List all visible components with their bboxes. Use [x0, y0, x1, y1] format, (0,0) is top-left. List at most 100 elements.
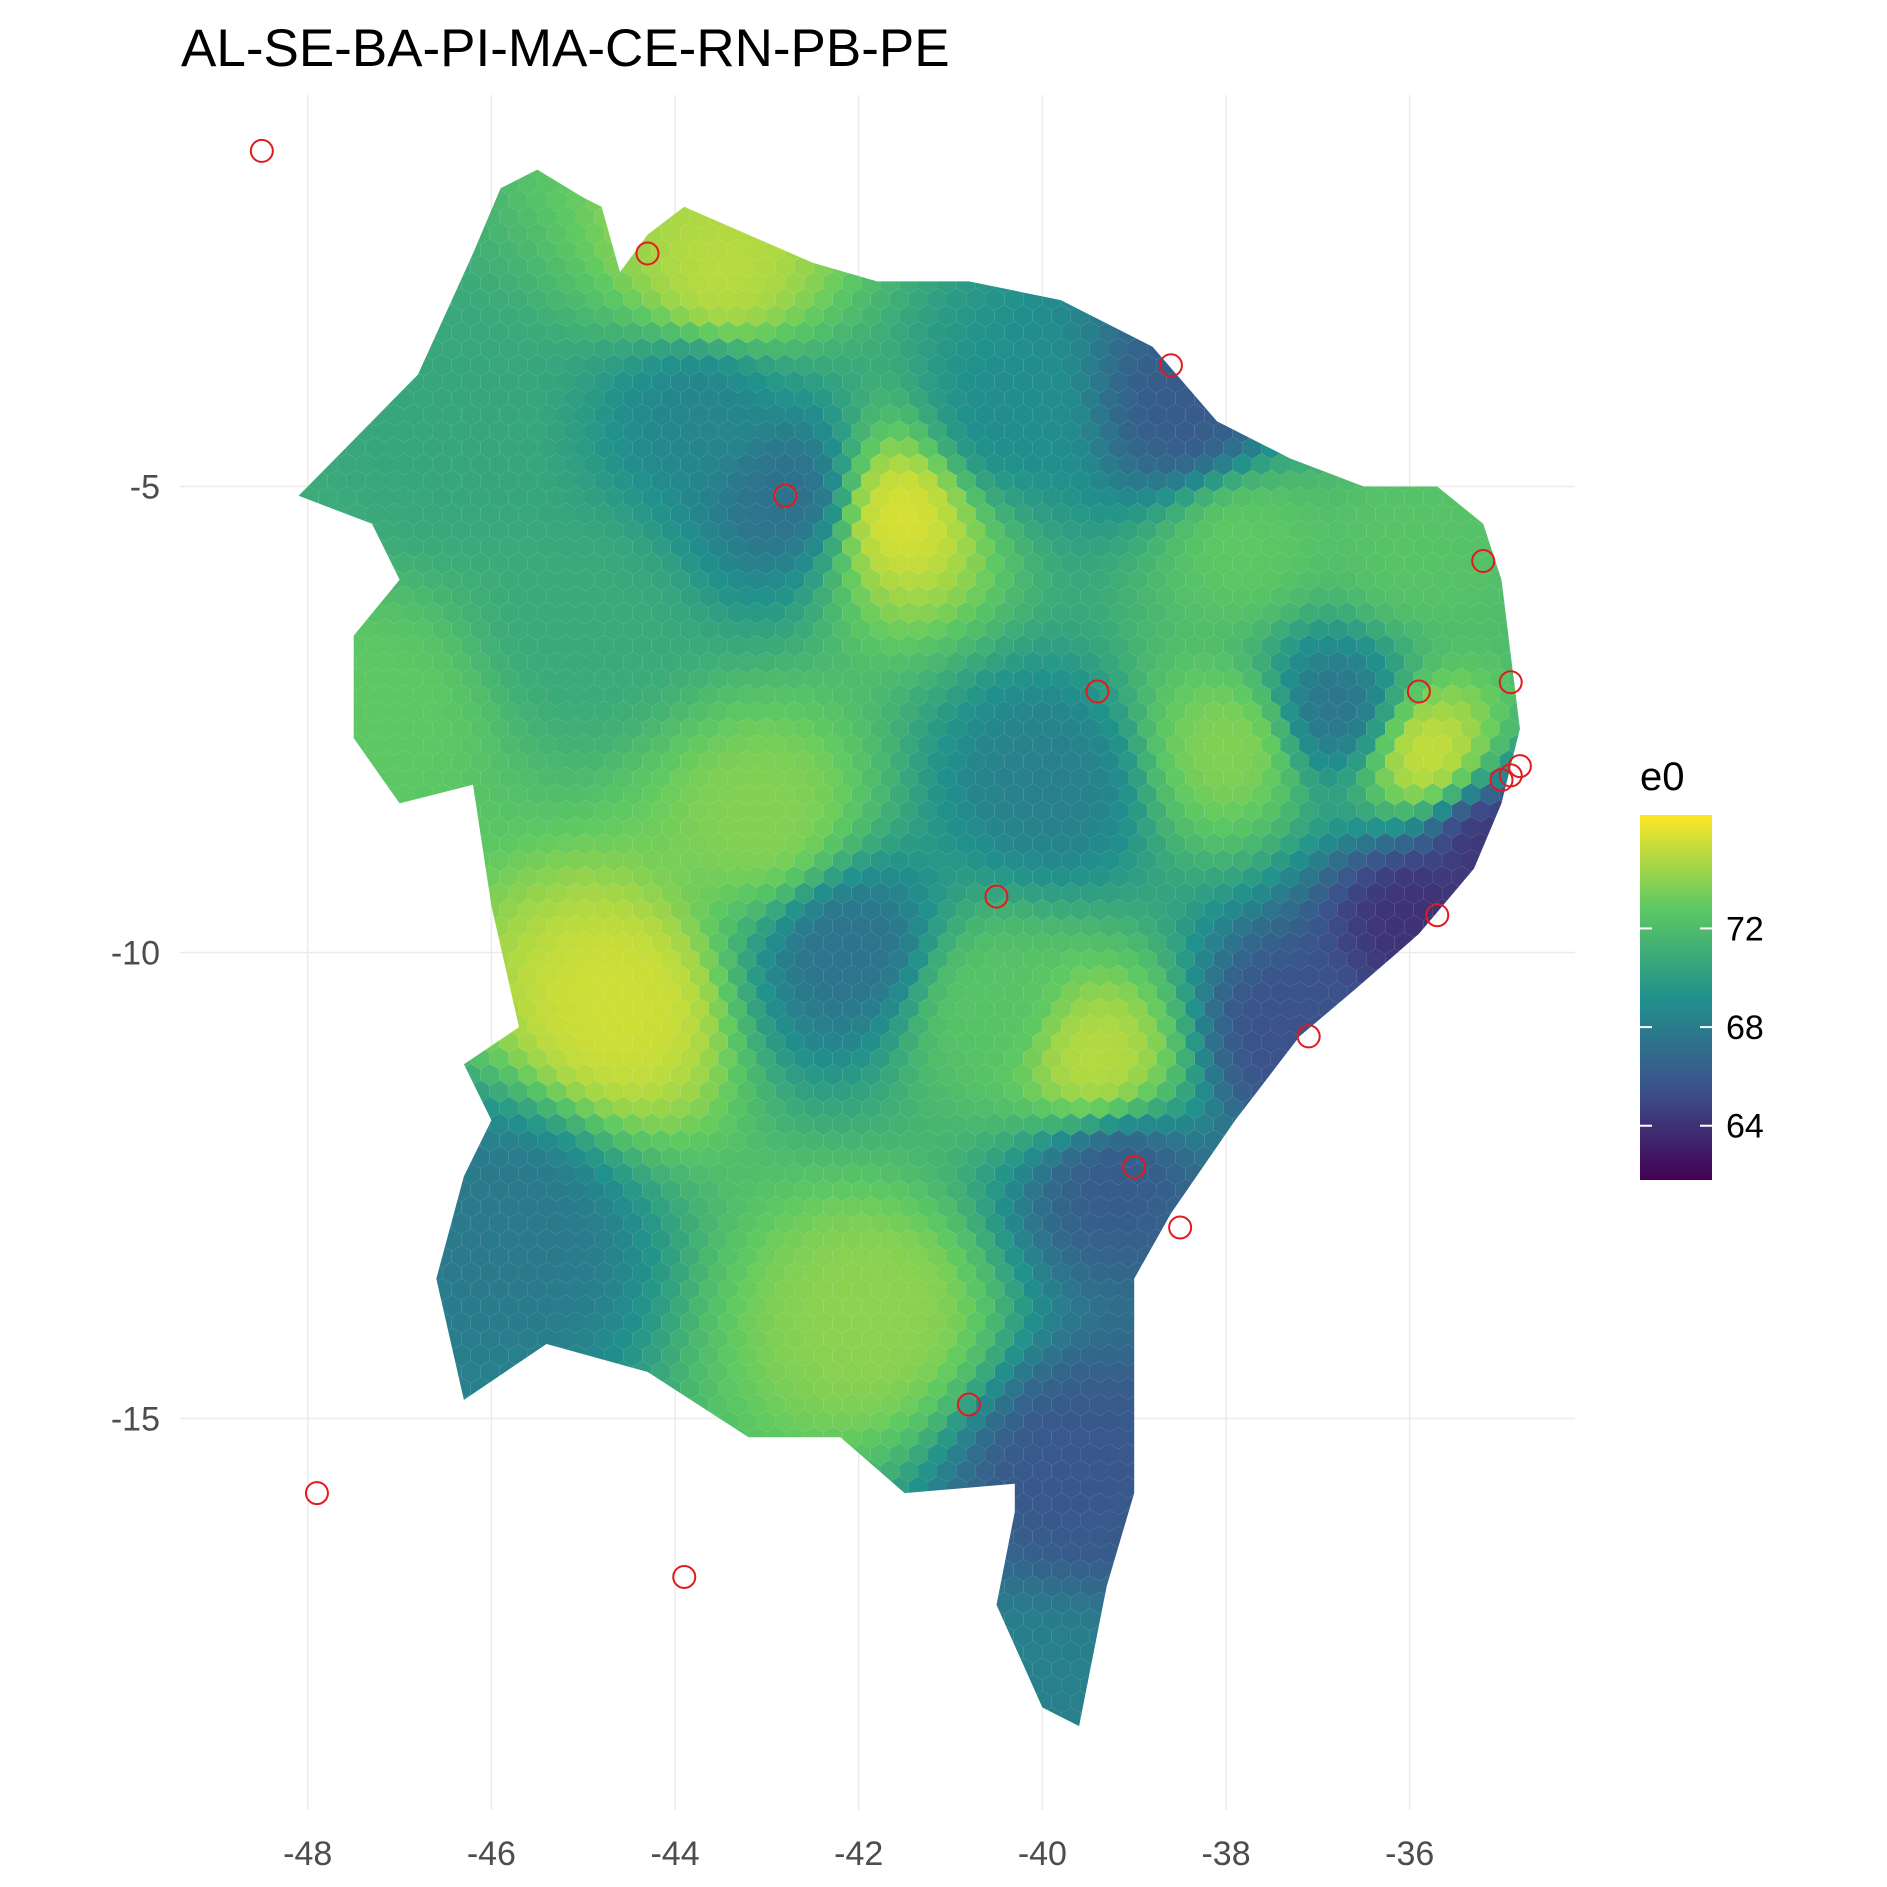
hex-cell: [423, 1129, 443, 1152]
hex-cell: [1385, 618, 1405, 641]
hex-cell: [442, 733, 462, 756]
hex-cell: [556, 1294, 576, 1317]
hex-cell: [298, 1096, 309, 1119]
hex-cell: [271, 800, 290, 822]
hex-cell: [1042, 1080, 1062, 1103]
hex-cell: [985, 1245, 1005, 1268]
hex-cell: [527, 1080, 547, 1103]
hex-cell: [689, 469, 709, 492]
hex-cell: [1013, 1162, 1033, 1185]
hex-cell: [1442, 552, 1462, 575]
hex-cell: [1109, 403, 1128, 426]
hex-cell: [1137, 387, 1157, 410]
hex-cell: [1118, 684, 1138, 707]
hex-cell: [1013, 337, 1033, 360]
hex-cell: [1023, 651, 1043, 674]
hex-cell: [365, 436, 385, 459]
hex-cell: [527, 552, 547, 575]
hex-cell: [346, 1261, 366, 1284]
hex-cell: [623, 1245, 643, 1268]
hex-cell: [442, 964, 462, 987]
hex-cell: [413, 1047, 433, 1070]
hex-cell: [1280, 205, 1300, 228]
hex-cell: [604, 169, 624, 179]
hex-cell: [566, 1311, 585, 1334]
hex-cell: [1309, 915, 1329, 938]
hex-cell: [785, 700, 805, 723]
hex-cell: [1051, 271, 1071, 294]
hex-cell: [718, 915, 738, 938]
hex-cell: [499, 535, 519, 558]
hex-cell: [271, 404, 290, 426]
hex-cell: [1432, 865, 1452, 888]
hex-cell: [727, 502, 747, 525]
hex-cell: [518, 1063, 538, 1086]
hex-cell: [432, 387, 452, 410]
hex-cell: [1404, 321, 1424, 344]
hex-cell: [613, 997, 633, 1020]
hex-cell: [1089, 205, 1109, 228]
hex-cell: [870, 519, 890, 542]
hex-cell: [480, 733, 500, 756]
hex-cell: [642, 585, 662, 608]
hex-cell: [1337, 865, 1357, 888]
hex-cell: [1232, 948, 1252, 971]
hex-cell: [842, 304, 862, 327]
hex-cell: [1337, 799, 1357, 822]
hex-cell: [1404, 1113, 1424, 1136]
hex-cell: [298, 288, 300, 311]
hex-cell: [975, 469, 995, 492]
hex-cell: [1471, 205, 1490, 228]
hex-cell: [1118, 1212, 1138, 1235]
hex-cell: [794, 453, 814, 476]
hex-cell: [508, 1311, 528, 1334]
hex-cell: [690, 140, 709, 162]
hex-cell: [699, 169, 719, 179]
hex-cell: [1204, 733, 1224, 756]
hex-cell: [642, 684, 662, 707]
hex-cell: [623, 321, 643, 344]
hex-cell: [1118, 288, 1138, 311]
hex-cell: [1042, 387, 1062, 410]
hex-cell: [832, 816, 852, 839]
hex-cell: [356, 717, 376, 740]
hex-cell: [1137, 981, 1157, 1004]
hex-cell: [747, 667, 766, 690]
hex-cell: [1175, 750, 1195, 773]
hex-cell: [623, 169, 643, 179]
hex-cell: [470, 1311, 490, 1334]
hex-cell: [832, 387, 852, 410]
hex-cell: [346, 172, 366, 195]
hex-cell: [937, 436, 957, 459]
hex-cell: [1147, 436, 1167, 459]
hex-cell: [1232, 387, 1252, 410]
hex-cell: [537, 1129, 557, 1152]
hex-cell: [1261, 370, 1281, 393]
hex-cell: [1099, 1047, 1119, 1070]
hex-cell: [994, 370, 1014, 393]
hex-cell: [994, 733, 1014, 756]
hex-cell: [775, 387, 795, 410]
hex-cell: [1385, 915, 1405, 938]
hex-cell: [1004, 321, 1024, 344]
hex-cell: [632, 337, 652, 360]
hex-cell: [594, 964, 614, 987]
hex-cell: [680, 750, 700, 773]
hex-cell: [1518, 783, 1520, 806]
hex-cell: [1318, 238, 1338, 261]
hex-cell: [851, 882, 871, 905]
hex-cell: [823, 766, 843, 789]
hex-cell: [956, 1129, 976, 1152]
hex-cell: [1490, 601, 1510, 624]
hex-cell: [1156, 750, 1176, 773]
hex-cell: [508, 849, 528, 872]
hex-cell: [870, 981, 890, 1004]
hex-cell: [785, 766, 805, 789]
hex-cell: [1070, 502, 1090, 525]
hex-cell: [956, 997, 976, 1020]
hex-cell: [1451, 964, 1471, 987]
hex-cell: [766, 832, 786, 855]
hex-cell: [556, 1129, 576, 1152]
hex-cell: [1051, 535, 1071, 558]
hex-cell: [461, 403, 481, 426]
